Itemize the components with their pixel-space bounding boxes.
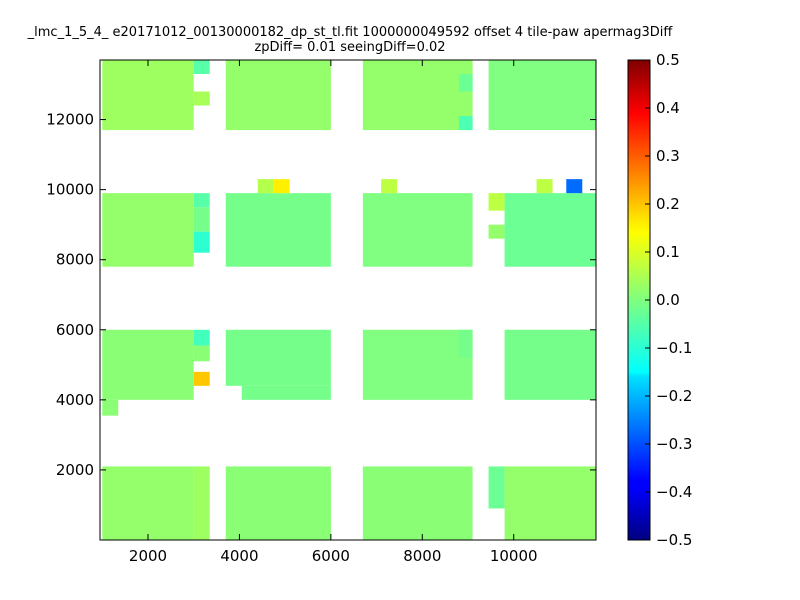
heatmap-cell (193, 193, 210, 208)
heatmap-cell (225, 193, 331, 267)
y-tick-label: 12000 (46, 111, 94, 129)
colorbar-ticks: −0.5 −0.4 −0.3 −0.2 −0.1 0.0 0.1 0.2 0.3 0.4 0.5 (645, 51, 692, 549)
heatmap-cell (225, 329, 331, 386)
x-tick-label: 10000 (490, 547, 538, 565)
x-tick-label: 4000 (220, 547, 258, 565)
heatmap-cells (102, 60, 596, 540)
heatmap-cell (488, 224, 505, 239)
heatmap-cell (193, 345, 210, 362)
heatmap-cell (362, 193, 473, 267)
heatmap-cell (362, 329, 473, 400)
heatmap-cell (193, 60, 210, 75)
heatmap-cell (566, 179, 583, 194)
colorbar-tick-label: −0.3 (656, 435, 692, 453)
heatmap-cell (102, 60, 194, 131)
colorbar-tick-label: 0.3 (656, 147, 680, 165)
y-tick-label: 2000 (56, 461, 94, 479)
y-tick-label: 4000 (56, 391, 94, 409)
chart-title-line-2: zpDiff= 0.01 seeingDiff=0.02 (254, 40, 446, 55)
heatmap-cell (102, 329, 194, 400)
heatmap-cell (193, 91, 210, 106)
chart-title-line-1: _lmc_1_5_4_ e20171012_00130000182_dp_st_… (27, 25, 673, 40)
axes: 2000 4000 6000 8000 10000 2000 4000 6000 8000 100… (46, 60, 596, 565)
heatmap-cell (102, 399, 119, 416)
heatmap-cell (193, 371, 210, 386)
colorbar-tick-label: −0.2 (656, 387, 692, 405)
heatmap-cell (458, 116, 473, 131)
x-tick-label: 2000 (129, 547, 167, 565)
colorbar-tick-label: 0.0 (656, 291, 680, 309)
heatmap-cell (488, 466, 505, 509)
colorbar-tick-label: 0.2 (656, 195, 680, 213)
heatmap-cell (536, 179, 553, 194)
colorbar-tick-label: −0.5 (656, 531, 692, 549)
y-tick-label: 10000 (46, 181, 94, 199)
heatmap-cell (488, 60, 596, 131)
x-tick-label: 6000 (312, 547, 350, 565)
colorbar-tick-label: 0.5 (656, 51, 680, 69)
heatmap-cell (102, 193, 194, 267)
heatmap-cell (488, 193, 505, 211)
plot-frame (99, 59, 597, 541)
colorbar-tick-label: −0.4 (656, 483, 692, 501)
heatmap-cell (458, 74, 473, 92)
colorbar-tick-label: 0.1 (656, 243, 680, 261)
heatmap-cell (362, 466, 473, 540)
heatmap-cell (225, 466, 331, 540)
heatmap-cell (362, 60, 473, 131)
heatmap-cell (193, 207, 210, 232)
heatmap-cell (458, 329, 473, 358)
heatmap-cell (193, 231, 210, 253)
heatmap-cell (225, 60, 331, 131)
heatmap-cell (193, 329, 210, 346)
x-tick-label: 8000 (403, 547, 441, 565)
y-tick-label: 6000 (56, 321, 94, 339)
y-tick-label: 8000 (56, 251, 94, 269)
colorbar-tick-label: 0.4 (656, 99, 680, 117)
heatmap-cell (504, 466, 596, 540)
heatmap-cell (241, 385, 331, 400)
colorbar-tick-label: −0.1 (656, 339, 692, 357)
heatmap-cell (193, 466, 210, 540)
heatmap-cell (504, 329, 596, 400)
heatmap-cell (257, 179, 274, 194)
heatmap-cell (381, 179, 398, 194)
heatmap-cell (102, 466, 194, 540)
heatmap-cell (504, 193, 596, 267)
heatmap-cell (273, 179, 290, 194)
